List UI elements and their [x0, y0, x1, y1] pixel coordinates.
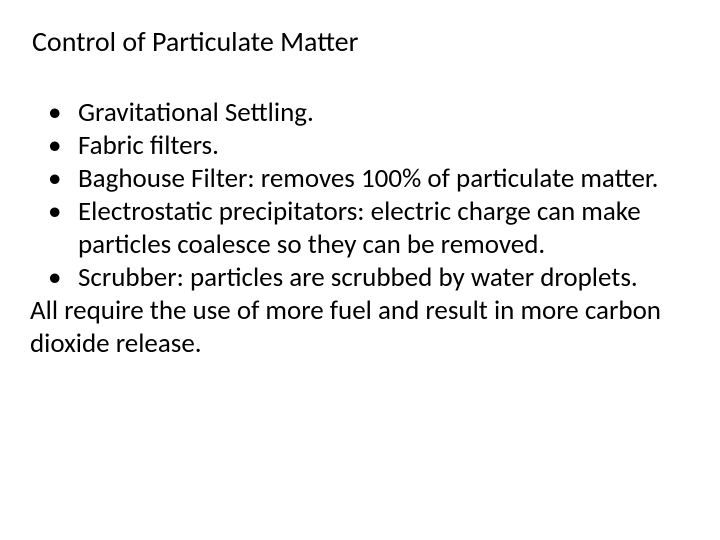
list-item: Gravitational Settling. — [48, 97, 690, 130]
list-item: Electrostatic precipitators: electric ch… — [48, 196, 690, 262]
list-item: Scrubber: particles are scrubbed by wate… — [48, 262, 690, 295]
list-item: Baghouse Filter: removes 100% of particu… — [48, 163, 690, 196]
slide-body: Gravitational Settling. Fabric filters. … — [30, 97, 690, 361]
bullet-list: Gravitational Settling. Fabric filters. … — [48, 97, 690, 295]
list-item: Fabric filters. — [48, 130, 690, 163]
slide-title: Control of Particulate Matter — [32, 24, 690, 59]
slide: Control of Particulate Matter Gravitatio… — [0, 0, 720, 540]
closing-text: All require the use of more fuel and res… — [30, 295, 690, 361]
